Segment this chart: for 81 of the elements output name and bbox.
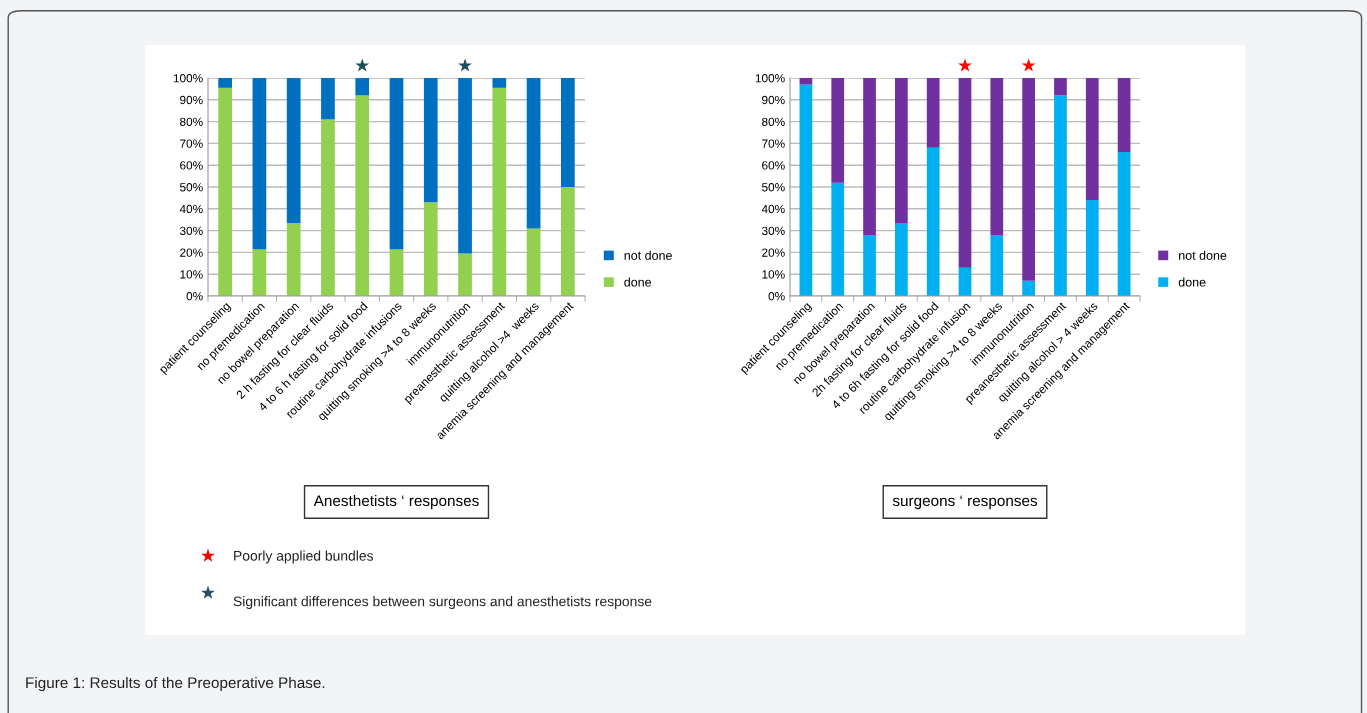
bar — [423, 78, 438, 203]
bar — [799, 78, 813, 85]
y-tick-label: 80% — [180, 117, 203, 126]
bar — [286, 222, 301, 296]
bar — [895, 78, 908, 223]
bar — [1054, 78, 1067, 96]
y-tick-label: 70% — [180, 139, 203, 148]
bar — [926, 147, 940, 296]
bar — [1022, 78, 1035, 281]
bar — [252, 78, 267, 250]
text: ★ — [201, 585, 215, 599]
bar — [218, 78, 232, 88]
legend-label: not done — [1179, 250, 1227, 260]
y-tick-label: 100% — [173, 74, 203, 83]
bar — [990, 78, 1004, 235]
y-tick-label: 60% — [762, 161, 785, 170]
annotation: ★ — [1021, 58, 1036, 72]
y-tick-label: 60% — [180, 161, 203, 170]
annotation: ★ — [958, 58, 972, 72]
bar — [863, 78, 876, 235]
bar — [831, 182, 845, 296]
bar — [458, 78, 472, 254]
text: Significant differences between surgeons and anesthetists response — [233, 596, 652, 610]
bar — [990, 234, 1004, 296]
bar — [561, 187, 575, 296]
bar — [526, 228, 541, 296]
bar — [1117, 152, 1131, 296]
y-tick-label: 90% — [762, 95, 785, 105]
y-tick-label: 30% — [179, 226, 203, 235]
bar — [895, 222, 908, 296]
bar — [492, 78, 507, 88]
y-tick-label: 10% — [180, 270, 203, 279]
bar — [389, 78, 404, 250]
y-tick-label: 90% — [180, 95, 203, 105]
annotation: ★ — [355, 58, 370, 72]
bar — [958, 78, 972, 268]
y-tick-label: 50% — [179, 183, 203, 192]
annotation: ★ — [458, 58, 472, 72]
bar — [218, 87, 232, 296]
text: ★ — [201, 548, 215, 562]
bar — [321, 78, 335, 120]
bar — [492, 87, 507, 296]
y-tick-label: 20% — [180, 248, 203, 257]
y-tick-label: 70% — [762, 139, 785, 148]
caption: Figure 1: Results of the Preoperative Phase. — [26, 676, 325, 692]
bar — [831, 78, 845, 183]
y-tick-label: 30% — [761, 226, 785, 235]
legend-label: not done — [624, 250, 672, 260]
text: Anesthetists ‘ responses — [313, 494, 479, 510]
bar — [1117, 78, 1131, 153]
y-tick-label: 20% — [762, 248, 785, 257]
y-tick-label: 40% — [761, 204, 785, 214]
bar — [863, 234, 876, 296]
bar — [926, 78, 940, 148]
y-tick-label: 50% — [761, 183, 785, 192]
bar — [526, 78, 541, 229]
y-tick-label: 80% — [762, 117, 785, 126]
legend-label: done — [624, 277, 652, 287]
legend-label: done — [1178, 277, 1206, 287]
bar — [389, 249, 404, 296]
y-tick-label: 40% — [179, 204, 203, 214]
bar — [321, 119, 335, 296]
y-tick-label: 0% — [186, 292, 203, 301]
bar — [458, 253, 472, 296]
bar — [958, 267, 972, 296]
bar — [1054, 95, 1067, 296]
bar — [286, 78, 301, 223]
y-tick-label: 10% — [762, 270, 785, 279]
bar — [355, 95, 370, 296]
bar — [799, 84, 813, 296]
bar — [1085, 200, 1099, 296]
bar — [355, 78, 370, 96]
text: Poorly applied bundles — [234, 550, 374, 564]
text: surgeons ‘ responses — [892, 495, 1038, 510]
y-tick-label: 100% — [755, 74, 785, 83]
y-tick-label: 0% — [768, 292, 785, 301]
bar — [1022, 280, 1035, 296]
bar — [423, 202, 438, 296]
bar — [561, 78, 575, 187]
bar — [1085, 78, 1099, 201]
bar — [252, 249, 267, 296]
